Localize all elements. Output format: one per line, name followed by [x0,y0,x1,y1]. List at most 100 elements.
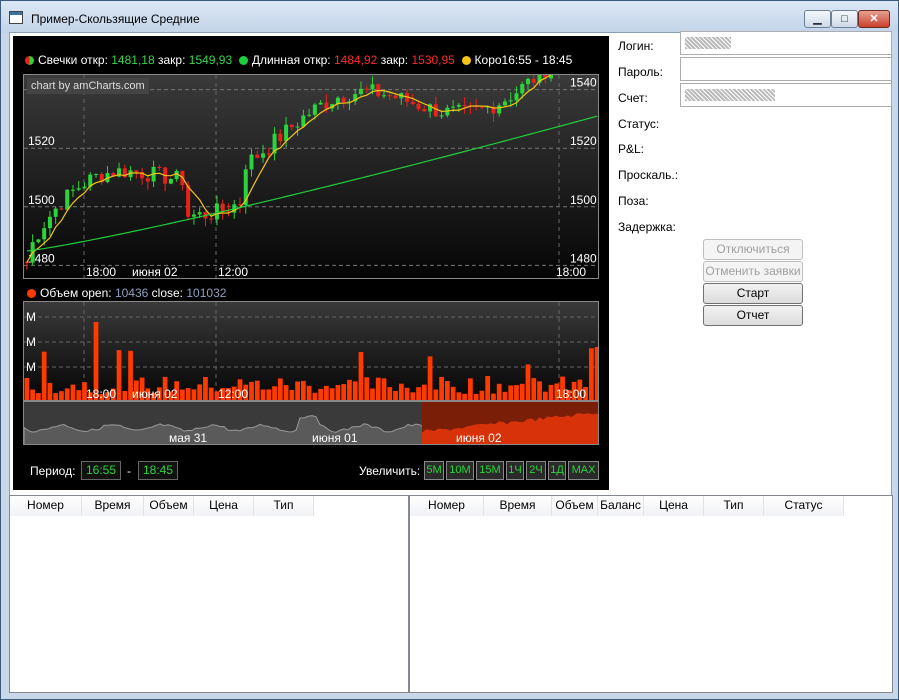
orders-col-status[interactable]: Статус [764,496,844,516]
volume-bar [341,384,347,400]
trades-col-type[interactable]: Тип [254,496,314,516]
volume-bar [133,380,139,400]
candle [220,203,225,212]
scroller-svg: мая 31 июня 01 июня 02 [24,402,598,445]
zoom-max-button[interactable]: MAX [568,461,599,480]
candle [186,185,191,217]
orders-col-balance[interactable]: Баланс [598,496,644,516]
candle [324,102,329,109]
login-field[interactable] [680,31,892,55]
password-field[interactable] [680,57,892,81]
candle [549,75,554,79]
orders-col-number[interactable]: Номер [410,496,484,516]
candle [168,178,173,184]
candle [479,106,484,108]
candle [261,153,266,158]
volume-bar [99,393,105,400]
zoom-1d-button[interactable]: 1Д [548,461,566,480]
candle [514,93,519,101]
orders-col-volume[interactable]: Объем [552,496,598,516]
candle [456,104,461,107]
volume-bar [450,386,456,400]
volume-bar [427,356,433,400]
candle [76,188,81,190]
account-value-redacted [685,89,775,101]
candle [226,211,231,213]
volume-bar [491,393,496,400]
trades-col-number[interactable]: Номер [10,496,82,516]
volume-bar [87,392,93,400]
close-button[interactable]: ✕ [858,10,890,28]
orders-col-price[interactable]: Цена [644,496,704,516]
zoom-1h-button[interactable]: 1Ч [506,461,524,480]
period-from-input[interactable]: 16:55 [81,461,121,480]
volume-bar [168,391,174,400]
volume-bar [560,376,565,400]
trades-col-volume[interactable]: Объем [144,496,194,516]
volume-bar [128,350,133,400]
zoom-2h-button[interactable]: 2Ч [526,461,546,480]
orders-col-type[interactable]: Тип [704,496,764,516]
candle [462,104,467,106]
volume-bar [93,322,99,400]
volume-bar [82,382,87,400]
volume-bar [76,390,82,400]
candle [243,169,248,205]
minimize-button[interactable]: ▁ [804,10,831,28]
period-to-input[interactable]: 18:45 [138,461,178,480]
volume-bar [122,390,128,400]
zoom-10m-button[interactable]: 10M [446,461,474,480]
account-field[interactable] [680,83,892,107]
volume-bar [191,389,197,400]
trades-table[interactable]: Номер Время Объем Цена Тип [9,495,409,693]
volume-bar [375,377,381,400]
maximize-icon: □ [841,13,848,25]
title-bar[interactable]: Пример-Скользящие Средние ▁ □ ✕ [1,1,898,33]
candle [191,214,196,217]
pnl-label: P&L: [618,142,645,156]
volume-bar [473,393,479,400]
volume-bar [70,384,76,400]
candle [358,88,363,95]
candle [47,216,52,229]
candle [341,97,346,103]
zoom-15m-button[interactable]: 15M [476,461,504,480]
volume-plot[interactable]: M M M 18:00 июня 02 12:00 18:00 [23,301,599,401]
volume-bar [577,379,583,400]
volume-bar [364,377,370,400]
volume-bar [318,388,324,400]
scroller-label: июня 02 [456,431,502,445]
volume-y-tick: M [26,360,36,374]
candle [140,172,145,179]
zoom-5m-button[interactable]: 5M [424,461,444,480]
candle [543,75,548,79]
candle [318,102,323,105]
candle [278,133,283,141]
start-button[interactable]: Старт [703,283,803,304]
scroller[interactable]: мая 31 июня 01 июня 02 [23,401,599,445]
volume-bar [214,391,220,400]
volume-bar [594,347,598,400]
price-plot[interactable]: 1540154015201520150015001480148018:00июн… [23,74,599,279]
cancel-orders-button[interactable]: Отменить заявки [703,261,803,282]
volume-bar [514,385,519,400]
candle [416,104,421,110]
trades-col-time[interactable]: Время [82,496,144,516]
orders-col-time[interactable]: Время [484,496,552,516]
volume-bar [548,384,554,400]
period-dash: - [127,464,131,478]
candle [36,239,41,243]
stock-chart[interactable]: Свечки откр: 1481,18 закр: 1549,93 Длинн… [13,36,609,490]
volume-bar [289,389,295,400]
price-legend: Свечки откр: 1481,18 закр: 1549,93 Длинн… [25,53,572,67]
trades-col-price[interactable]: Цена [194,496,254,516]
volume-bar [404,387,410,400]
price-y-tick-left: 1480 [28,251,55,265]
scroller-label: июня 01 [312,431,358,445]
candle [301,115,306,127]
disconnect-button[interactable]: Отключиться [703,239,803,260]
orders-table[interactable]: Номер Время Объем Баланс Цена Тип Статус [409,495,893,693]
report-button[interactable]: Отчет [703,305,803,326]
maximize-button[interactable]: □ [831,10,858,28]
